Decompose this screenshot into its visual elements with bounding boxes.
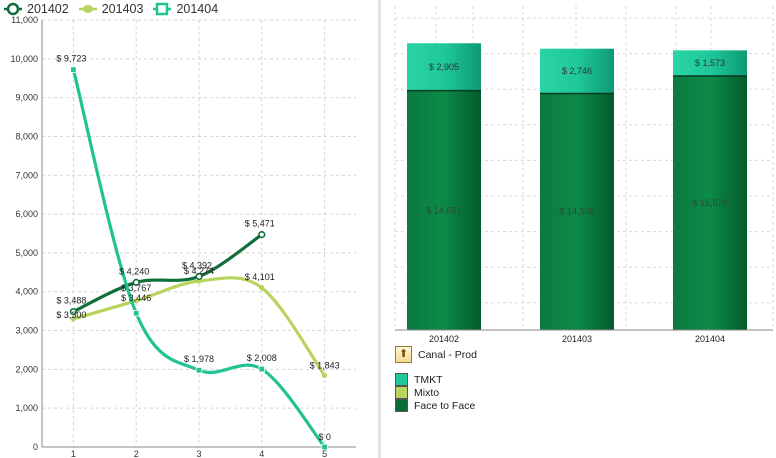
data-label: $ 0 [318,432,331,442]
y-tick-label: 8,000 [15,131,38,141]
data-label: $ 4,101 [245,272,275,282]
data-point [70,66,77,73]
data-point [133,298,139,304]
line-chart-legend: 201402 201403 201404 [4,2,218,16]
circle-marker-icon [4,2,22,16]
square-marker-icon [153,2,172,16]
data-label: $ 4,240 [119,266,149,276]
data-label: $ 1,978 [184,354,214,364]
bar-chart-panel: $ 2,905 $ 14,681 201402 $ 2,746 $ 14,508 2014… [381,0,776,458]
y-tick-label: 7,000 [15,170,38,180]
data-label: $ 9,723 [56,54,86,64]
data-point [132,310,140,317]
y-tick-label: 2,000 [15,364,38,374]
legend-swatch [395,373,408,386]
x-tick-label: 2 [134,449,139,458]
data-label: $ 3,446 [121,293,151,303]
data-point [259,285,265,291]
x-tick-label: 201404 [695,334,725,344]
y-tick-label: 11,000 [11,15,38,25]
x-tick-label: 201403 [562,334,592,344]
panel-divider [378,0,381,458]
legend-label: Mixto [414,386,440,399]
legend-item-201403[interactable]: 201403 [78,2,144,16]
data-label: $ 4,392 [182,261,212,271]
data-label: $ 14,508 [559,207,594,217]
line-chart-panel: 201402 201403 201404 0 1,000 2,000 3,000 4,0… [0,0,378,458]
data-label: $ 3,300 [56,310,86,320]
data-label: $ 14,681 [426,205,461,215]
data-point [69,308,77,316]
data-point [258,231,266,239]
data-point [322,372,328,379]
data-point [70,316,76,322]
bar-segment-tmkt [673,50,747,77]
data-label: $ 2,905 [429,62,459,72]
legend-swatch [395,399,408,412]
data-point [321,443,328,451]
dimension-label: Canal - Prod [418,348,477,361]
data-label: $ 4,274 [184,266,214,276]
legend-label: Face to Face [414,399,476,412]
x-tick-label: 3 [196,449,201,458]
x-tick-label: 5 [322,449,327,458]
legend-item-mixto[interactable]: Mixto [395,386,477,399]
legend-item-face-to-face[interactable]: Face to Face [395,399,477,412]
x-tick-label: 4 [259,449,264,458]
data-point [258,365,265,373]
data-point [132,278,140,287]
legend-swatch [395,386,408,399]
bar-segment-face-to-face [673,76,747,331]
bar-segment-face-to-face [540,93,614,331]
data-label: $ 5,471 [245,219,275,229]
y-tick-label: 0 [33,442,38,452]
data-point [195,367,203,374]
y-tick-label: 1,000 [15,403,38,413]
y-tick-label: 4,000 [15,287,38,297]
data-label: $ 3,488 [56,296,86,306]
cycle-arrow-icon[interactable]: ⬆ [395,346,412,363]
y-tick-label: 3,000 [15,326,38,336]
line-chart-plot: 0 1,000 2,000 3,000 4,000 5,000 6,000 7,000 8,00… [10,15,356,458]
data-label: $ 1,843 [310,360,340,370]
legend-label: 201402 [27,2,69,16]
legend-label: 201404 [176,2,219,16]
legend-item-201402[interactable]: 201402 [4,2,69,16]
y-tick-label: 6,000 [15,209,38,219]
x-tick-label: 201402 [429,334,459,344]
series-line-201404 [71,67,327,449]
bar-segment-tmkt [540,48,614,94]
diamond-marker-icon [78,5,97,13]
series-line-201402 [71,233,264,314]
data-label: $ 2,008 [247,353,277,363]
data-label: $ 15,578 [692,198,727,208]
y-tick-label: 5,000 [15,248,38,258]
x-tick-label: 1 [71,449,76,458]
bar-segment-face-to-face [407,90,481,331]
data-label: $ 3,767 [121,283,151,293]
legend-label: TMKT [414,373,443,386]
legend-item-201404[interactable]: 201404 [153,2,218,16]
legend-label: 201403 [101,2,144,16]
bar-chart-legend: ⬆ Canal - Prod TMKT Mixto Face to Face [395,346,477,412]
legend-item-tmkt[interactable]: TMKT [395,373,477,386]
data-point [195,272,203,281]
dimension-cycle-control[interactable]: ⬆ Canal - Prod [395,346,477,363]
data-label: $ 2,746 [562,66,592,76]
y-tick-label: 10,000 [10,54,38,64]
y-tick-label: 9,000 [15,93,38,103]
bar-chart-plot: $ 2,905 $ 14,681 201402 $ 2,746 $ 14,508 2014… [394,6,774,344]
data-label: $ 1,573 [695,58,725,68]
bar-segment-tmkt [407,43,481,91]
